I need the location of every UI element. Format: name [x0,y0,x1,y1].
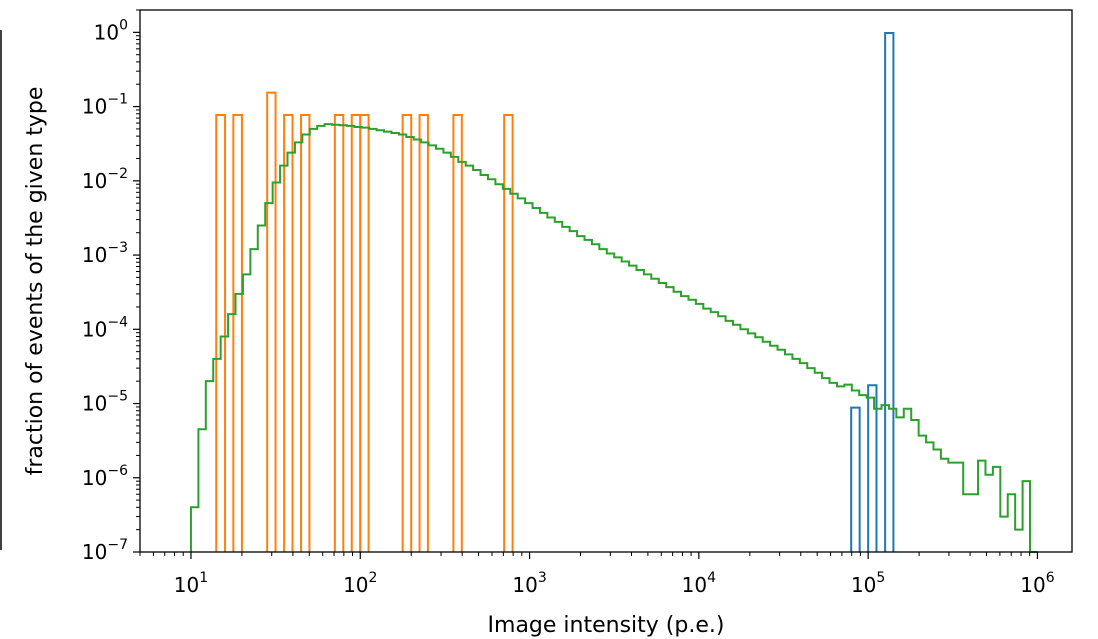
x-tick-label: 102 [343,570,377,597]
plot-frame [139,9,1073,553]
y-tick-label: 100 [94,17,128,44]
series-0-bin-6 [350,114,362,552]
y-axis-label: fraction of events of the given type [23,87,48,476]
series-0-bin-5 [333,114,345,552]
x-tick-label: 104 [682,570,716,597]
series-0-bin-11 [503,114,514,552]
y-tick-label: 10−4 [82,314,128,341]
series-0-bin-3 [283,114,294,552]
series-0-bin-9 [418,114,429,552]
y-tick-label: 10−3 [82,240,128,267]
series-1-bin-1 [867,384,878,552]
y-tick-label: 10−1 [82,92,128,119]
y-axis: 100 10−1 10−2 10−3 10−4 10−5 10−6 10−7 [82,9,140,564]
x-axis: 101 102 103 104 105 106 [139,552,1055,597]
x-tick-label: 103 [512,570,546,597]
series-0-bin-0 [215,114,227,552]
series-0-bin-8 [401,114,413,552]
y-tick-label: 10−7 [82,537,128,564]
series-2-step-line [189,123,1038,553]
y-tick-label: 10−2 [82,166,128,193]
series-0-bin-10 [452,114,463,552]
x-axis-label: Image intensity (p.e.) [488,613,725,638]
y-tick-label: 10−6 [82,463,128,490]
series-0-bin-1 [232,114,243,552]
x-tick-label: 101 [174,570,208,597]
series-1-bin-0 [850,406,861,552]
series-0-bin-7 [359,114,370,552]
x-tick-label: 105 [851,570,885,597]
series-1-bin-2 [884,32,895,552]
x-tick-label: 106 [1020,570,1054,597]
plot-area [189,32,1038,553]
y-tick-label: 10−5 [82,389,128,416]
series-0-bin-4 [300,114,311,552]
series-0-bin-2 [266,91,277,552]
